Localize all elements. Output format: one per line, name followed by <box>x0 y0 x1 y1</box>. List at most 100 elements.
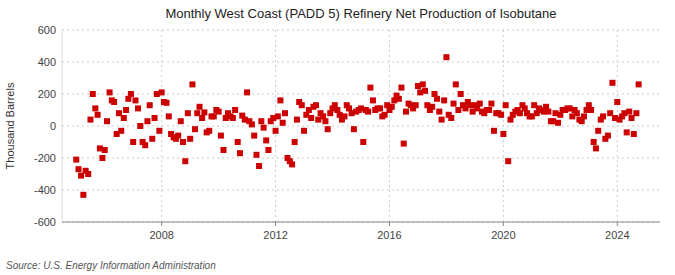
point <box>201 109 207 115</box>
point <box>292 139 298 145</box>
point <box>636 81 642 87</box>
point <box>192 126 198 132</box>
y-tick-label: -400 <box>34 184 56 196</box>
point <box>178 118 184 124</box>
point <box>360 139 366 145</box>
x-tick-mark <box>503 222 504 226</box>
point <box>256 163 262 169</box>
point <box>132 97 138 103</box>
point <box>182 158 188 164</box>
point <box>289 161 295 167</box>
point <box>80 192 86 198</box>
point <box>123 107 129 113</box>
point <box>600 113 606 119</box>
y-grid-line <box>62 62 660 63</box>
point <box>189 81 195 87</box>
point <box>149 136 155 142</box>
point <box>92 105 98 111</box>
x-tick-mark <box>275 222 276 226</box>
x-tick-mark <box>617 222 618 226</box>
point <box>377 105 383 111</box>
point <box>142 142 148 148</box>
source-note: Source: U.S. Energy Information Administ… <box>6 260 216 271</box>
point <box>258 118 264 124</box>
point <box>128 91 134 97</box>
point <box>244 89 250 95</box>
point <box>152 115 158 121</box>
x-grid-line <box>503 30 504 222</box>
point <box>299 102 305 108</box>
point <box>624 129 630 135</box>
point <box>263 137 269 143</box>
point <box>626 109 632 115</box>
x-grid-line <box>389 30 390 222</box>
point <box>389 104 395 110</box>
y-axis-line <box>62 30 63 222</box>
point <box>175 133 181 139</box>
y-tick-label: 400 <box>38 56 56 68</box>
point <box>441 97 447 103</box>
x-tick-label: 2024 <box>605 229 629 241</box>
point <box>313 102 319 108</box>
y-grid-line <box>62 94 660 95</box>
point <box>185 110 191 116</box>
point <box>422 88 428 94</box>
title: Monthly West Coast (PADD 5) Refinery Net… <box>165 6 556 21</box>
y-grid-line <box>62 30 660 31</box>
axes: -600-400-2000200400600200820122016202020… <box>34 24 660 241</box>
point <box>498 112 504 118</box>
point <box>322 118 328 124</box>
point <box>199 115 205 121</box>
point <box>325 126 331 132</box>
x-axis-line <box>62 222 660 223</box>
point <box>237 150 243 156</box>
x-tick-label: 2012 <box>263 229 287 241</box>
point <box>453 81 459 87</box>
point <box>633 110 639 116</box>
point <box>249 121 255 127</box>
point <box>218 133 224 139</box>
point <box>135 105 141 111</box>
point <box>500 131 506 137</box>
point <box>111 99 117 105</box>
x-tick-mark <box>161 222 162 226</box>
point <box>398 85 404 91</box>
point <box>99 155 105 161</box>
point <box>180 139 186 145</box>
point <box>420 81 426 87</box>
point <box>614 99 620 105</box>
point <box>76 166 82 172</box>
point <box>609 80 615 86</box>
point <box>503 102 509 108</box>
point <box>156 128 162 134</box>
point <box>429 104 435 110</box>
point <box>341 113 347 119</box>
point <box>273 128 279 134</box>
point <box>477 101 483 107</box>
point <box>486 107 492 113</box>
point <box>261 125 267 131</box>
point <box>277 97 283 103</box>
point <box>491 128 497 134</box>
point <box>451 101 457 107</box>
x-grid-line <box>161 30 162 222</box>
point <box>365 109 371 115</box>
point <box>73 157 79 163</box>
point <box>107 89 113 95</box>
point <box>588 107 594 113</box>
point <box>265 147 271 153</box>
point <box>206 128 212 134</box>
point <box>280 120 286 126</box>
point <box>85 171 91 177</box>
y-tick-label: -200 <box>34 152 56 164</box>
y-tick-label: 200 <box>38 88 56 100</box>
point <box>144 118 150 124</box>
point <box>159 89 165 95</box>
y-axis-label: Thousand Barrels <box>4 82 16 169</box>
y-tick-label: 0 <box>50 120 56 132</box>
point <box>396 96 402 102</box>
point <box>232 107 238 113</box>
point <box>434 96 440 102</box>
x-tick-label: 2020 <box>491 229 515 241</box>
point <box>90 91 96 97</box>
